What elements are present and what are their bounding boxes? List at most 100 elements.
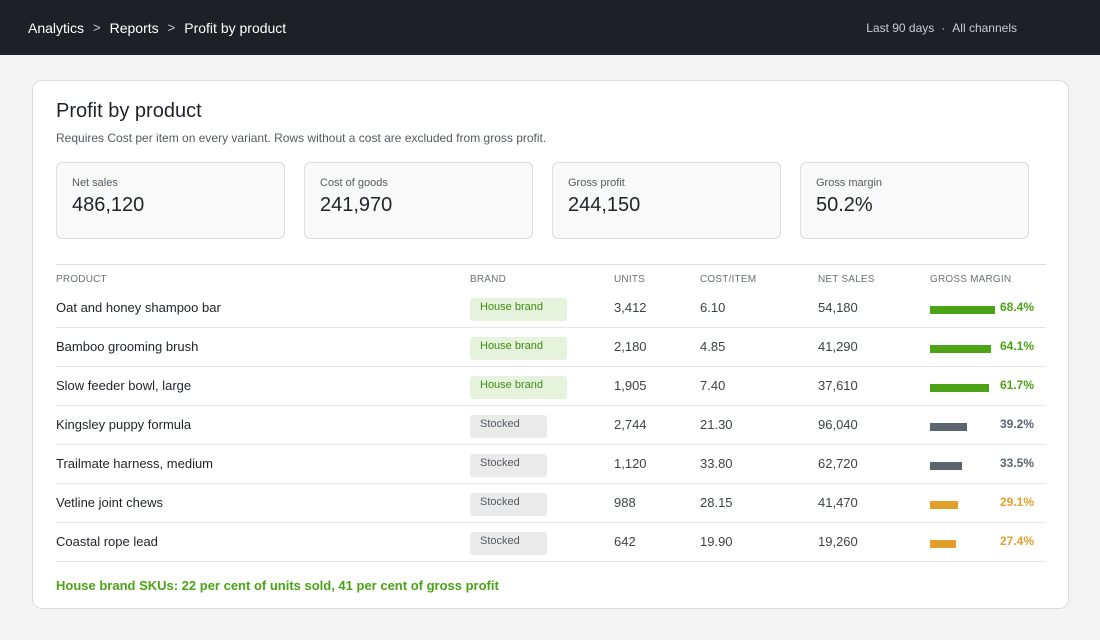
net-sales-value: 54,180	[818, 300, 858, 315]
margin-bar	[930, 540, 956, 548]
product-name: Slow feeder bowl, large	[56, 378, 192, 393]
breadcrumb-separator: >	[93, 20, 101, 35]
kpi-net-sales: Net sales 486,120	[56, 162, 285, 239]
table-row[interactable]: Slow feeder bowl, large House brand 1,905 7…	[56, 367, 1046, 406]
brand-cell: House brand	[470, 298, 567, 321]
cost-per-item-value: 19.90	[700, 534, 733, 549]
column-header-brand[interactable]: BRAND	[470, 274, 507, 285]
units-value: 1,120	[614, 456, 647, 471]
brand-badge: House brand	[470, 376, 567, 399]
channel-filter[interactable]: All channels	[952, 20, 1017, 35]
brand-badge: Stocked	[470, 493, 547, 516]
table-row[interactable]: Oat and honey shampoo bar House brand 3,41…	[56, 289, 1046, 328]
margin-percent: 39.2%	[1000, 417, 1035, 431]
breadcrumb-analytics[interactable]: Analytics	[28, 19, 85, 36]
column-header-units[interactable]: UNITS	[614, 274, 645, 285]
brand-cell: Stocked	[470, 415, 547, 438]
brand-badge: Stocked	[470, 454, 547, 477]
margin-bar	[930, 306, 995, 314]
kpi-value: 50.2%	[816, 194, 873, 216]
column-header-cost[interactable]: COST/ITEM	[700, 274, 757, 285]
margin-percent: 64.1%	[1000, 339, 1035, 353]
cost-per-item-value: 7.40	[700, 378, 726, 393]
kpi-label: Gross margin	[816, 177, 883, 189]
units-value: 642	[614, 534, 636, 549]
kpi-gross-profit: Gross profit 244,150	[552, 162, 781, 239]
brand-badge: House brand	[470, 337, 567, 360]
net-sales-value: 96,040	[818, 417, 858, 432]
units-value: 988	[614, 495, 636, 510]
margin-percent: 33.5%	[1000, 456, 1035, 470]
units-value: 1,905	[614, 378, 647, 393]
brand-cell: Stocked	[470, 454, 547, 477]
table-body: Oat and honey shampoo bar House brand 3,41…	[56, 289, 1046, 562]
column-header-product[interactable]: PRODUCT	[56, 274, 107, 285]
kpi-cost-of-goods: Cost of goods 241,970	[304, 162, 533, 239]
kpi-value: 241,970	[320, 194, 393, 216]
net-sales-value: 41,290	[818, 339, 858, 354]
margin-bar	[930, 462, 962, 470]
brand-badge: Stocked	[470, 415, 547, 438]
filter-separator: ·	[941, 20, 946, 35]
kpi-gross-margin: Gross margin 50.2%	[800, 162, 1029, 239]
profit-table: PRODUCT BRAND UNITS COST/ITEM NET SALES …	[56, 264, 1046, 562]
breadcrumb-reports[interactable]: Reports	[109, 19, 159, 36]
filter-summary: Last 90 days · All channels	[866, 21, 1017, 35]
product-name: Coastal rope lead	[56, 534, 158, 549]
cost-per-item-value: 28.15	[700, 495, 733, 510]
cost-per-item-value: 21.30	[700, 417, 733, 432]
breadcrumb-separator: >	[167, 20, 176, 35]
cost-per-item-value: 33.80	[700, 456, 733, 471]
net-sales-value: 37,610	[818, 378, 858, 393]
table-header: PRODUCT BRAND UNITS COST/ITEM NET SALES …	[56, 265, 1046, 289]
report-card: Profit by product Requires Cost per item…	[32, 80, 1069, 609]
brand-cell: House brand	[470, 376, 567, 399]
net-sales-value: 41,470	[818, 495, 858, 510]
kpi-label: Gross profit	[568, 177, 625, 189]
kpi-label: Net sales	[72, 177, 118, 189]
product-name: Bamboo grooming brush	[56, 339, 199, 354]
net-sales-value: 19,260	[818, 534, 858, 549]
units-value: 3,412	[614, 300, 647, 315]
margin-percent: 27.4%	[1000, 534, 1035, 548]
breadcrumb: Analytics > Reports > Profit by product	[28, 20, 286, 36]
product-name: Trailmate harness, medium	[56, 456, 214, 471]
brand-cell: House brand	[470, 337, 567, 360]
margin-bar	[930, 345, 991, 353]
margin-bar	[930, 501, 958, 509]
margin-bar	[930, 423, 967, 431]
cost-per-item-value: 6.10	[700, 300, 726, 315]
top-bar: Analytics > Reports > Profit by product …	[0, 0, 1100, 55]
kpi-row: Net sales 486,120 Cost of goods 241,970 …	[56, 162, 1029, 239]
kpi-label: Cost of goods	[320, 177, 388, 189]
product-name: Kingsley puppy formula	[56, 417, 192, 432]
column-header-net-sales[interactable]: NET SALES	[818, 274, 875, 285]
margin-percent: 29.1%	[1000, 495, 1035, 509]
table-row[interactable]: Bamboo grooming brush House brand 2,180 4.8…	[56, 328, 1046, 367]
cost-per-item-value: 4.85	[700, 339, 726, 354]
footnote: House brand SKUs: 22 per cent of units s…	[56, 578, 499, 593]
brand-cell: Stocked	[470, 532, 547, 555]
page-subtitle: Requires Cost per item on every variant.…	[56, 131, 547, 145]
kpi-value: 486,120	[72, 194, 145, 216]
margin-percent: 61.7%	[1000, 378, 1035, 392]
brand-cell: Stocked	[470, 493, 547, 516]
net-sales-value: 62,720	[818, 456, 858, 471]
breadcrumb-current: Profit by product	[184, 19, 287, 36]
page-title: Profit by product	[56, 100, 202, 122]
table-row[interactable]: Coastal rope lead Stocked 642 19.90 19,260 27…	[56, 523, 1046, 562]
units-value: 2,744	[614, 417, 647, 432]
margin-bar	[930, 384, 989, 392]
product-name: Oat and honey shampoo bar	[56, 300, 221, 315]
column-header-gross-margin[interactable]: GROSS MARGIN	[930, 274, 1012, 285]
brand-badge: Stocked	[470, 532, 547, 555]
date-range-filter[interactable]: Last 90 days	[866, 20, 935, 35]
table-row[interactable]: Trailmate harness, medium Stocked 1,120 33.…	[56, 445, 1046, 484]
margin-percent: 68.4%	[1000, 300, 1035, 314]
table-row[interactable]: Vetline joint chews Stocked 988 28.15 41,470…	[56, 484, 1046, 523]
brand-badge: House brand	[470, 298, 567, 321]
units-value: 2,180	[614, 339, 647, 354]
kpi-value: 244,150	[568, 194, 641, 216]
product-name: Vetline joint chews	[56, 495, 163, 510]
table-row[interactable]: Kingsley puppy formula Stocked 2,744 21.30 9…	[56, 406, 1046, 445]
